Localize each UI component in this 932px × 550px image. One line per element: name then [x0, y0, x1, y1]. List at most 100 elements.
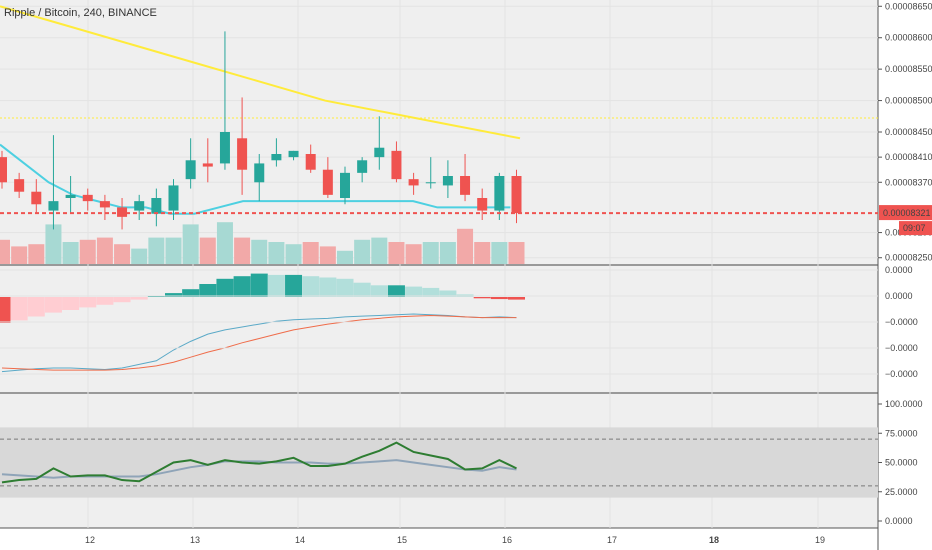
macd-histogram-bar — [473, 297, 491, 299]
macd-histogram-bar — [336, 278, 354, 297]
candle-body — [237, 138, 248, 170]
macd-histogram-bar — [285, 274, 303, 297]
date-label: 12 — [85, 535, 95, 545]
volume-bar — [319, 246, 336, 264]
macd-histogram-bar — [405, 286, 423, 297]
volume-bar — [28, 244, 45, 264]
macd-histogram-bar — [250, 273, 268, 297]
volume-bar — [285, 244, 302, 264]
candle-body — [442, 176, 453, 186]
macd-histogram-bar — [422, 287, 440, 297]
volume-bar — [11, 246, 28, 264]
volume-bar — [474, 242, 491, 264]
candle-body — [202, 163, 213, 167]
macd-pane — [0, 266, 878, 392]
macd-histogram-bar — [62, 297, 80, 310]
chart-title: Ripple / Bitcoin, 240, BINANCE — [4, 7, 157, 19]
price-tick-label: 0.00008370 — [885, 177, 932, 187]
candle-body — [31, 191, 42, 205]
candle-body — [99, 201, 110, 208]
macd-histogram-bar — [165, 293, 182, 297]
volume-bar — [354, 239, 371, 264]
price-tick-label: 0.00008450 — [885, 127, 932, 137]
price-tick-label: 0.00008500 — [885, 96, 932, 106]
countdown-label: 09:07 — [903, 223, 926, 233]
macd-histogram-bar — [439, 290, 457, 297]
candle-body — [134, 201, 145, 211]
macd-histogram-bar — [302, 276, 320, 297]
last-price-label: 0.00008321 — [883, 208, 931, 218]
volume-bar — [148, 237, 165, 264]
volume-bar — [371, 237, 388, 264]
macd-histogram-bar — [267, 274, 285, 297]
date-label: 16 — [502, 535, 512, 545]
candle-body — [511, 176, 522, 214]
candle-body — [425, 182, 436, 184]
price-tick-label: 0.00008250 — [885, 253, 932, 263]
macd-tick-label: −0.0000 — [885, 317, 918, 327]
rsi-tick-label: 25.0000 — [885, 487, 918, 497]
volume-bar — [165, 237, 182, 264]
volume-bar — [234, 237, 251, 264]
rsi-tick-label: 50.0000 — [885, 458, 918, 468]
candle-body — [408, 179, 419, 186]
volume-bar — [405, 244, 422, 264]
candle-body — [305, 154, 316, 170]
volume-bar — [388, 242, 405, 264]
rsi-tick-label: 100.0000 — [885, 399, 923, 409]
volume-bar — [491, 242, 508, 264]
macd-histogram-bar — [10, 297, 28, 321]
macd-histogram-bar — [182, 289, 200, 297]
macd-histogram-bar — [490, 297, 508, 300]
rsi-band — [0, 427, 878, 498]
candle-body — [477, 198, 488, 211]
volume-bar — [422, 242, 439, 264]
volume-bar — [79, 239, 96, 264]
last-price-tag — [879, 205, 932, 221]
candle-body — [254, 163, 265, 183]
ma-line-long — [0, 5, 521, 140]
macd-tick-label: −0.0000 — [885, 343, 918, 353]
macd-histogram-bar — [387, 285, 405, 297]
candle-body — [357, 160, 368, 173]
date-label: 14 — [295, 535, 305, 545]
macd-histogram-bar — [96, 297, 114, 305]
price-tick-label: 0.00008410 — [885, 152, 932, 162]
candle-body — [0, 157, 7, 183]
rsi-tick-label: 75.0000 — [885, 428, 918, 438]
countdown-tag — [899, 221, 932, 236]
rsi-line — [1, 441, 517, 484]
macd-histogram-bar — [353, 282, 371, 297]
macd-histogram-bar — [508, 297, 525, 300]
price-tick-label: 0.00008600 — [885, 33, 932, 43]
date-label: 17 — [607, 535, 617, 545]
macd-histogram-bar — [27, 297, 45, 317]
candle-body — [460, 176, 471, 195]
candle-body — [391, 150, 402, 180]
signal-line — [1, 314, 517, 371]
macd-histogram-bar — [319, 277, 337, 297]
volume-bar — [182, 224, 199, 264]
candle-body — [168, 185, 179, 211]
candle-body — [48, 201, 59, 211]
volume-bar — [337, 250, 353, 264]
candle-body — [322, 169, 333, 195]
macd-histogram-bar — [113, 297, 131, 303]
macd-histogram-bar — [0, 297, 11, 323]
volume-bar — [508, 242, 525, 264]
macd-tick-label: −0.0000 — [885, 369, 918, 379]
volume-bar — [302, 242, 319, 264]
volume-bar — [199, 237, 216, 264]
candle-body — [494, 176, 505, 211]
price-tick-label: 0.00008550 — [885, 64, 932, 74]
rsi-signal-line — [1, 459, 517, 479]
candle-body — [151, 198, 162, 214]
date-label: 13 — [190, 535, 200, 545]
volume-bar — [268, 242, 285, 264]
volume-bar — [0, 239, 10, 264]
volume-bar — [96, 237, 113, 264]
date-label: 19 — [815, 535, 825, 545]
macd-histogram-bar — [216, 278, 234, 297]
